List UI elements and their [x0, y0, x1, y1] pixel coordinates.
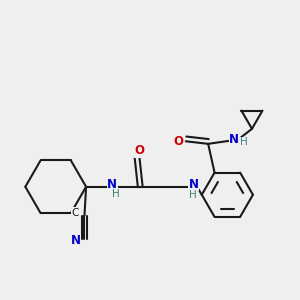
Text: O: O: [174, 135, 184, 148]
Text: H: H: [112, 189, 120, 199]
Text: H: H: [240, 137, 248, 147]
Text: C: C: [72, 208, 79, 218]
Text: N: N: [230, 133, 239, 146]
Text: N: N: [189, 178, 199, 191]
Text: H: H: [189, 190, 197, 200]
Text: N: N: [70, 234, 80, 247]
Text: O: O: [134, 145, 145, 158]
Text: N: N: [107, 178, 117, 191]
